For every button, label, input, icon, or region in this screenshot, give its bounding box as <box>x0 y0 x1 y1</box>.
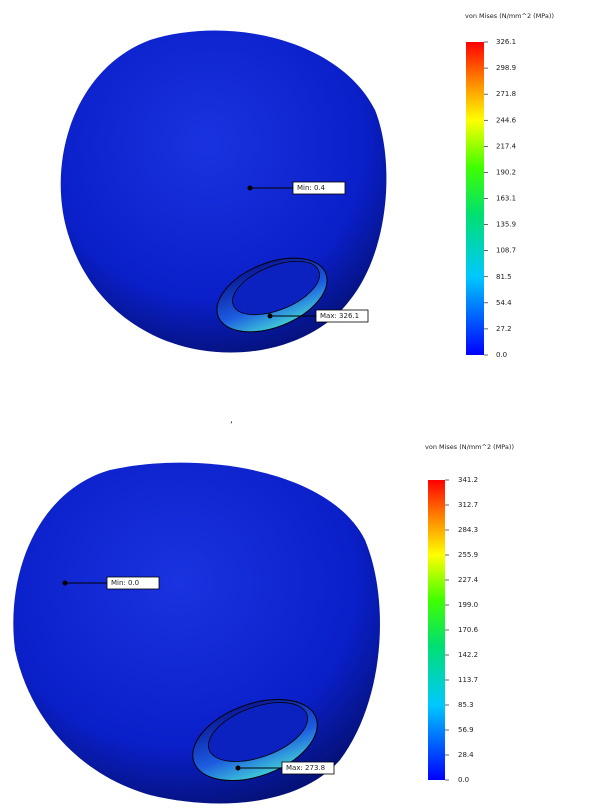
stray-mark: , <box>230 416 233 426</box>
legend-tick-label: 170.6 <box>458 626 479 634</box>
legend-tick-label: 227.4 <box>458 576 479 584</box>
page: {"panels": [ {"legend_title": "von Mises… <box>0 0 590 811</box>
legend-tick-label: 0.0 <box>496 351 507 359</box>
legend-title: von Mises (N/mm^2 (MPa)) <box>425 443 514 451</box>
legend-tick-label: 341.2 <box>458 476 478 484</box>
figure: , von Mises (N/mm^2 (MPa)) 326.1 298.9 271.… <box>0 0 590 811</box>
legend-tick-label: 81.5 <box>496 273 512 281</box>
min-label: Min: 0.0 <box>111 579 139 587</box>
legend-tick-label: 190.2 <box>496 168 516 176</box>
legend-tick-label: 142.2 <box>458 651 478 659</box>
max-label: Max: 326.1 <box>320 312 359 320</box>
legend-tick-label: 326.1 <box>496 38 516 46</box>
legend-tick-label: 56.9 <box>458 726 474 734</box>
min-label: Min: 0.4 <box>297 184 326 192</box>
legend-tick-label: 312.7 <box>458 501 478 509</box>
legend-tick-label: 298.9 <box>496 64 516 72</box>
legend-tick-label: 244.6 <box>496 116 517 124</box>
legend-tick-label: 255.9 <box>458 551 478 559</box>
legend-tick-label: 199.0 <box>458 601 478 609</box>
legend-tick-label: 284.3 <box>458 526 478 534</box>
colorbar <box>428 480 445 780</box>
legend-tick-label: 0.0 <box>458 776 469 784</box>
legend-tick-label: 27.2 <box>496 325 512 333</box>
colorbar <box>466 42 484 355</box>
legend-tick-label: 108.7 <box>496 247 516 255</box>
legend-tick-label: 54.4 <box>496 299 512 307</box>
legend-tick-label: 28.4 <box>458 751 474 759</box>
legend-tick-label: 271.8 <box>496 90 516 98</box>
legend-tick-label: 85.3 <box>458 701 474 709</box>
max-label: Max: 273.8 <box>286 764 325 772</box>
legend-title: von Mises (N/mm^2 (MPa)) <box>465 12 554 20</box>
legend-tick-label: 113.7 <box>458 676 478 684</box>
legend-tick-label: 135.9 <box>496 221 516 229</box>
legend-tick-label: 163.1 <box>496 195 516 203</box>
legend-tick-label: 217.4 <box>496 142 517 150</box>
